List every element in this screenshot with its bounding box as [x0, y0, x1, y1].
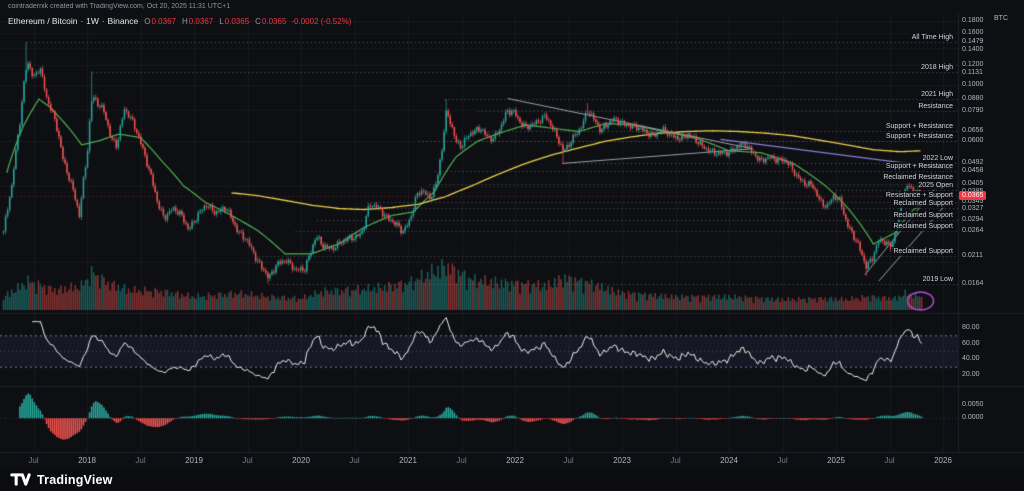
level-label: Support + Resistance [883, 161, 955, 171]
time-label: 2021 [399, 456, 417, 465]
attribution-text: cointradernik created with TradingView.c… [8, 3, 231, 10]
open-value: 0.0367 [151, 16, 176, 26]
time-label: 2023 [613, 456, 631, 465]
level-price-label: 0.0656 [962, 127, 984, 135]
time-label: Jul [670, 456, 681, 465]
low-label: L [219, 16, 224, 26]
chart-legend[interactable]: Ethereum / Bitcoin · 1W · Binance O 0.03… [8, 16, 351, 26]
level-label: 2022 Low [920, 153, 955, 163]
level-price-label: 0.0790 [962, 106, 984, 114]
price-tick-label: 0.1200 [962, 61, 984, 69]
time-label: Jul [242, 456, 253, 465]
time-label: Jul [456, 456, 467, 465]
level-label: Resistance + Support [883, 190, 955, 200]
interval-label: 1W [86, 16, 99, 26]
close-label: C [255, 16, 261, 26]
level-price-label: 0.0405 [962, 180, 984, 188]
level-label: 2021 High [919, 90, 955, 100]
rsi-axis-label: 40.00 [962, 355, 980, 363]
time-label: Jul [884, 456, 895, 465]
macd-axis-label: 0.0050 [962, 400, 984, 408]
price-tick-label: 0.1600 [962, 29, 984, 37]
level-label: Reclaimed Support [891, 246, 955, 256]
tradingview-wordmark[interactable]: TradingView [37, 472, 113, 487]
last-price-badge: 0.0365 [959, 190, 987, 200]
level-price-label: 0.0458 [962, 166, 984, 174]
symbol-title: Ethereum / Bitcoin [8, 16, 78, 26]
price-tick-label: 0.1800 [962, 16, 984, 24]
rsi-axis-label: 80.00 [962, 323, 980, 331]
level-label: Support + Resistance [883, 132, 955, 142]
price-axis-unit: BTC [994, 15, 1008, 22]
time-label: 2026 [934, 456, 952, 465]
level-label: 2018 High [919, 62, 955, 72]
legend-separator: · [80, 16, 84, 26]
bottom-bar: TradingView [0, 468, 1024, 491]
close-value: 0.0365 [261, 16, 287, 26]
open-label: O [144, 16, 151, 26]
level-price-label: 0.1479 [962, 38, 984, 46]
level-label: Reclaimed Support [891, 222, 955, 232]
level-price-label: 0.0345 [962, 197, 984, 205]
low-value: 0.0365 [224, 16, 250, 26]
level-price-label: 0.0492 [962, 158, 984, 166]
exchange-label: Binance [107, 16, 139, 26]
level-label: Reclaimed Support [891, 198, 955, 208]
level-price-label: 0.0880 [962, 95, 984, 103]
high-value: 0.0367 [188, 16, 214, 26]
time-label: Jul [563, 456, 574, 465]
level-label: Resistance [916, 101, 955, 111]
price-tick-label: 0.1400 [962, 45, 984, 53]
level-label: 2025 Open [916, 180, 955, 190]
change-value: -0.0002 (-0.52%) [291, 16, 352, 26]
level-label: Support + Resistance [883, 122, 955, 132]
time-label: 2018 [78, 456, 96, 465]
level-price-label: 0.1131 [962, 68, 983, 76]
level-label: 2019 Low [920, 274, 955, 284]
time-label: Jul [28, 456, 39, 465]
level-price-label: 0.0264 [962, 227, 984, 235]
macd-axis-label: 0.0000 [962, 414, 984, 422]
time-label: 2025 [827, 456, 845, 465]
time-label: 2020 [292, 456, 310, 465]
price-tick-label: 0.1000 [962, 81, 984, 89]
time-label: 2019 [185, 456, 203, 465]
time-label: 2024 [720, 456, 738, 465]
level-price-label: 0.0164 [962, 279, 984, 287]
rsi-axis-label: 60.00 [962, 339, 980, 347]
time-label: Jul [777, 456, 788, 465]
level-price-label: 0.0211 [962, 251, 983, 259]
legend-separator: · [101, 16, 105, 26]
level-label: Reclaimed Support [891, 210, 955, 220]
time-label: Jul [349, 456, 360, 465]
time-label: 2022 [506, 456, 524, 465]
tradingview-logo-icon[interactable] [10, 472, 31, 487]
rsi-axis-label: 20.00 [962, 371, 980, 379]
level-label: Reclaimed Resistance [881, 172, 955, 182]
level-price-label: 0.0327 [962, 205, 984, 213]
high-label: H [181, 16, 188, 26]
level-price-label: 0.0294 [962, 215, 984, 223]
time-label: Jul [135, 456, 146, 465]
level-label: All Time High [909, 33, 955, 43]
level-price-label: 0.0600 [962, 137, 984, 145]
